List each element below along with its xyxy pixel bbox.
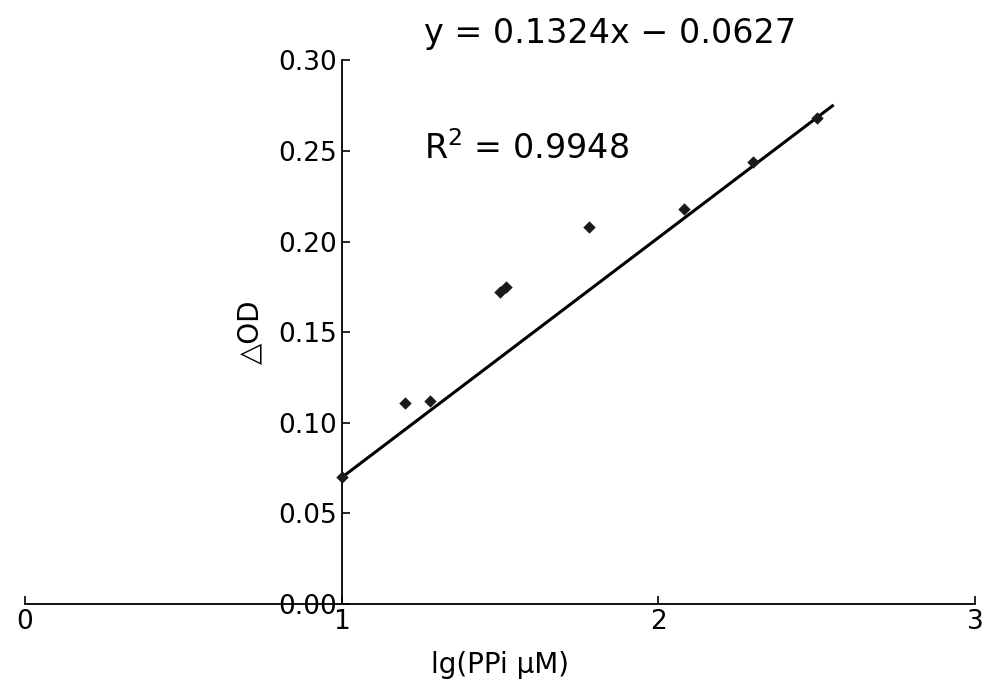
Point <box>498 281 514 292</box>
Point <box>422 395 438 406</box>
Point <box>397 397 413 409</box>
Point <box>745 157 761 168</box>
Text: y = 0.1324x − 0.0627: y = 0.1324x − 0.0627 <box>424 17 796 49</box>
Point <box>676 203 692 214</box>
X-axis label: lg(PPi μM): lg(PPi μM) <box>431 651 569 679</box>
Point <box>809 113 825 124</box>
Point <box>581 221 597 232</box>
Point <box>492 287 508 298</box>
Point <box>334 471 350 482</box>
Y-axis label: △OD: △OD <box>236 300 264 364</box>
Text: R$^2$ = 0.9948: R$^2$ = 0.9948 <box>424 131 629 166</box>
